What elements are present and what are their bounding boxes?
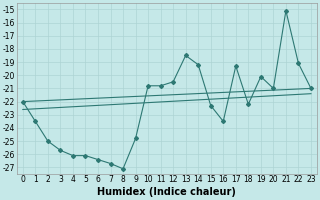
X-axis label: Humidex (Indice chaleur): Humidex (Indice chaleur) <box>98 187 236 197</box>
